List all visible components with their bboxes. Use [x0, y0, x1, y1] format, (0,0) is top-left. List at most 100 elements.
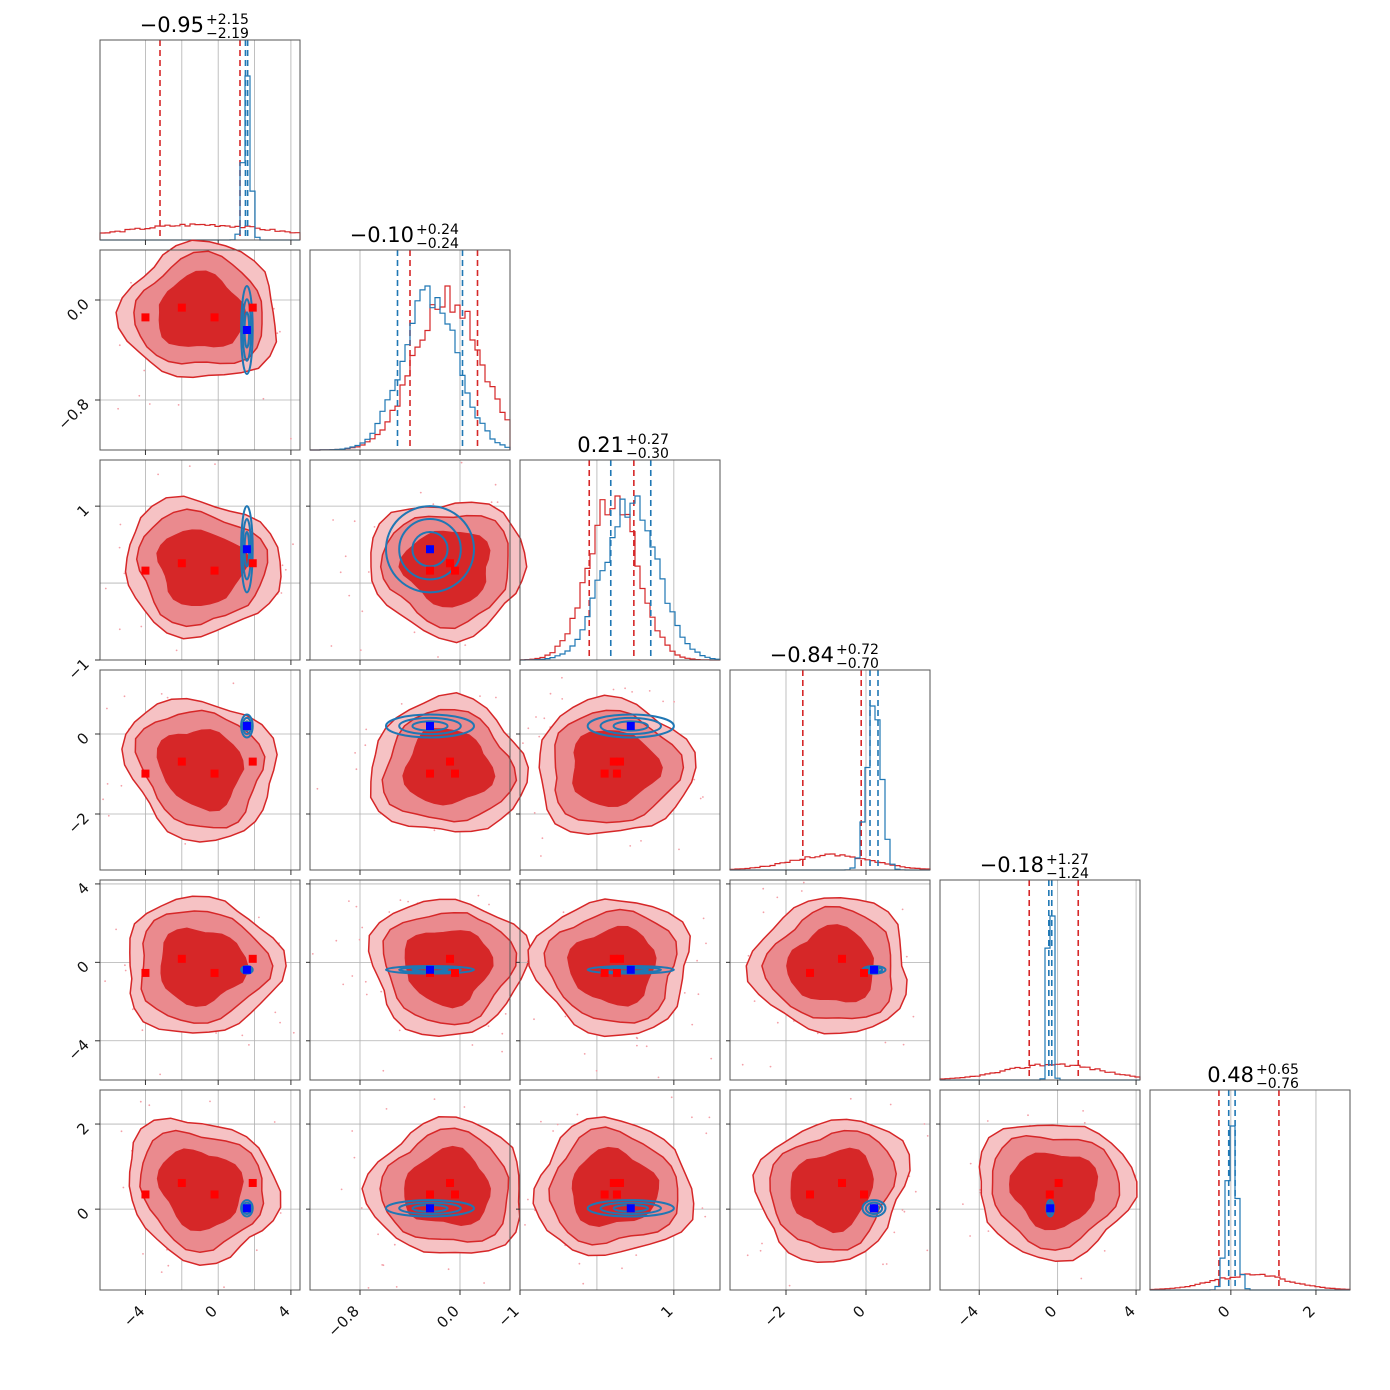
- x-tick-label: 4: [1119, 1302, 1138, 1321]
- scatter-point-red: [167, 1264, 170, 1267]
- scatter-point-red: [157, 473, 160, 476]
- x-tick-label: −4: [120, 1302, 148, 1330]
- red-marker: [616, 1178, 624, 1187]
- red-marker: [248, 757, 257, 766]
- scatter-point-red: [123, 695, 126, 698]
- scatter-point-red: [365, 993, 368, 996]
- panel-5-5: 0.48 +0.65−0.76 0 2: [1149, 1062, 1351, 1322]
- scatter-point-red: [131, 1008, 134, 1011]
- histogram-blue: [310, 285, 511, 451]
- red-marker: [426, 1190, 434, 1199]
- scatter-point-red: [124, 964, 126, 967]
- scatter-point-red: [1103, 1250, 1106, 1252]
- y-tick-label: −0.8: [54, 395, 92, 433]
- scatter-point-red: [241, 1034, 244, 1037]
- scatter-point-red: [432, 503, 435, 506]
- red-marker: [838, 1178, 846, 1187]
- blue-contour: [599, 1201, 662, 1215]
- scatter-point-red: [361, 610, 364, 613]
- blue-marker: [626, 965, 635, 974]
- red-marker: [248, 1178, 257, 1187]
- scatter-point-red: [541, 837, 544, 840]
- panel-title-plus: +2.15: [206, 12, 249, 28]
- scatter-point-red: [175, 649, 178, 652]
- panel-3-3: −0.84 +0.72−0.70: [729, 642, 931, 875]
- red-marker: [609, 954, 618, 963]
- scatter-point-red: [496, 501, 499, 503]
- scatter-point-red: [479, 695, 481, 697]
- red-marker: [609, 757, 618, 766]
- red-marker: [612, 1190, 621, 1199]
- scatter-point-red: [645, 1045, 648, 1048]
- scatter-point-red: [1082, 1110, 1084, 1112]
- scatter-point-red: [800, 890, 803, 892]
- scatter-point-red: [705, 1132, 708, 1135]
- blue-marker: [242, 545, 251, 554]
- scatter-point-red: [710, 1057, 713, 1060]
- scatter-point-red: [348, 594, 351, 597]
- red-marker: [426, 769, 434, 778]
- y-tick-label: 1: [73, 501, 92, 520]
- histogram-blue: [730, 705, 930, 871]
- red-marker: [426, 566, 434, 575]
- blue-marker: [242, 326, 251, 334]
- panel-frame: [729, 669, 931, 871]
- scatter-point-red: [576, 1113, 579, 1116]
- panel-4-3: [726, 879, 931, 1085]
- scatter-point-red: [549, 692, 552, 695]
- scatter-point-red: [399, 899, 402, 901]
- red-marker: [609, 1178, 618, 1187]
- scatter-point-red: [753, 1000, 756, 1002]
- red-marker: [806, 1190, 814, 1199]
- blue-contour: [241, 518, 253, 581]
- scatter-point-red: [464, 644, 467, 646]
- panel-4-1: [306, 879, 532, 1085]
- scatter-point-red: [102, 798, 104, 801]
- scatter-point-red: [636, 1044, 638, 1047]
- scatter-point-red: [381, 1264, 384, 1266]
- scatter-point-red: [395, 1286, 398, 1288]
- scatter-point-red: [488, 903, 490, 906]
- panel-title-plus: +0.72: [836, 642, 879, 658]
- panel-frame: [729, 879, 931, 1081]
- scatter-point-red: [166, 696, 169, 699]
- scatter-point-red: [385, 1108, 388, 1110]
- panel-0-0: −0.95 +2.15−2.19: [99, 12, 301, 245]
- red-marker: [612, 968, 621, 977]
- scatter-point-red: [433, 829, 436, 832]
- panel-title-plus: +0.65: [1256, 1062, 1299, 1078]
- scatter-point-red: [262, 397, 265, 400]
- scatter-point-red: [419, 491, 422, 494]
- blue-contour: [599, 716, 662, 736]
- red-marker: [141, 769, 150, 778]
- blue-contour: [385, 713, 475, 739]
- scatter-point-red: [330, 645, 333, 647]
- scatter-point-red: [903, 1210, 906, 1213]
- y-tick-label: −1: [64, 655, 92, 683]
- red-marker: [600, 968, 609, 977]
- panel-frame: [729, 1089, 931, 1291]
- scatter-point-red: [215, 1032, 218, 1034]
- blue-contour: [411, 531, 449, 568]
- red-marker: [446, 559, 454, 568]
- scatter-point-red: [1027, 1114, 1029, 1117]
- scatter-point-red: [884, 1041, 887, 1044]
- panel-title-median: 0.21: [577, 433, 624, 457]
- red-marker: [141, 566, 150, 575]
- scatter-point-red: [354, 752, 356, 754]
- scatter-point-red: [437, 656, 439, 658]
- blue-contour: [240, 713, 254, 739]
- scatter-point-red: [691, 1116, 693, 1119]
- scatter-point-red: [367, 1287, 370, 1289]
- scatter-point-red: [533, 812, 536, 814]
- scatter-point-red: [377, 1233, 379, 1236]
- scatter-point-red: [284, 568, 287, 571]
- scatter-point-red: [504, 1013, 507, 1015]
- panel-title-minus: −0.70: [836, 656, 879, 672]
- scatter-point-red: [683, 992, 686, 994]
- density-contour-inner: [786, 924, 874, 1003]
- scatter-point-red: [562, 911, 565, 914]
- scatter-point-red: [705, 942, 707, 945]
- panel-frame: [309, 669, 511, 871]
